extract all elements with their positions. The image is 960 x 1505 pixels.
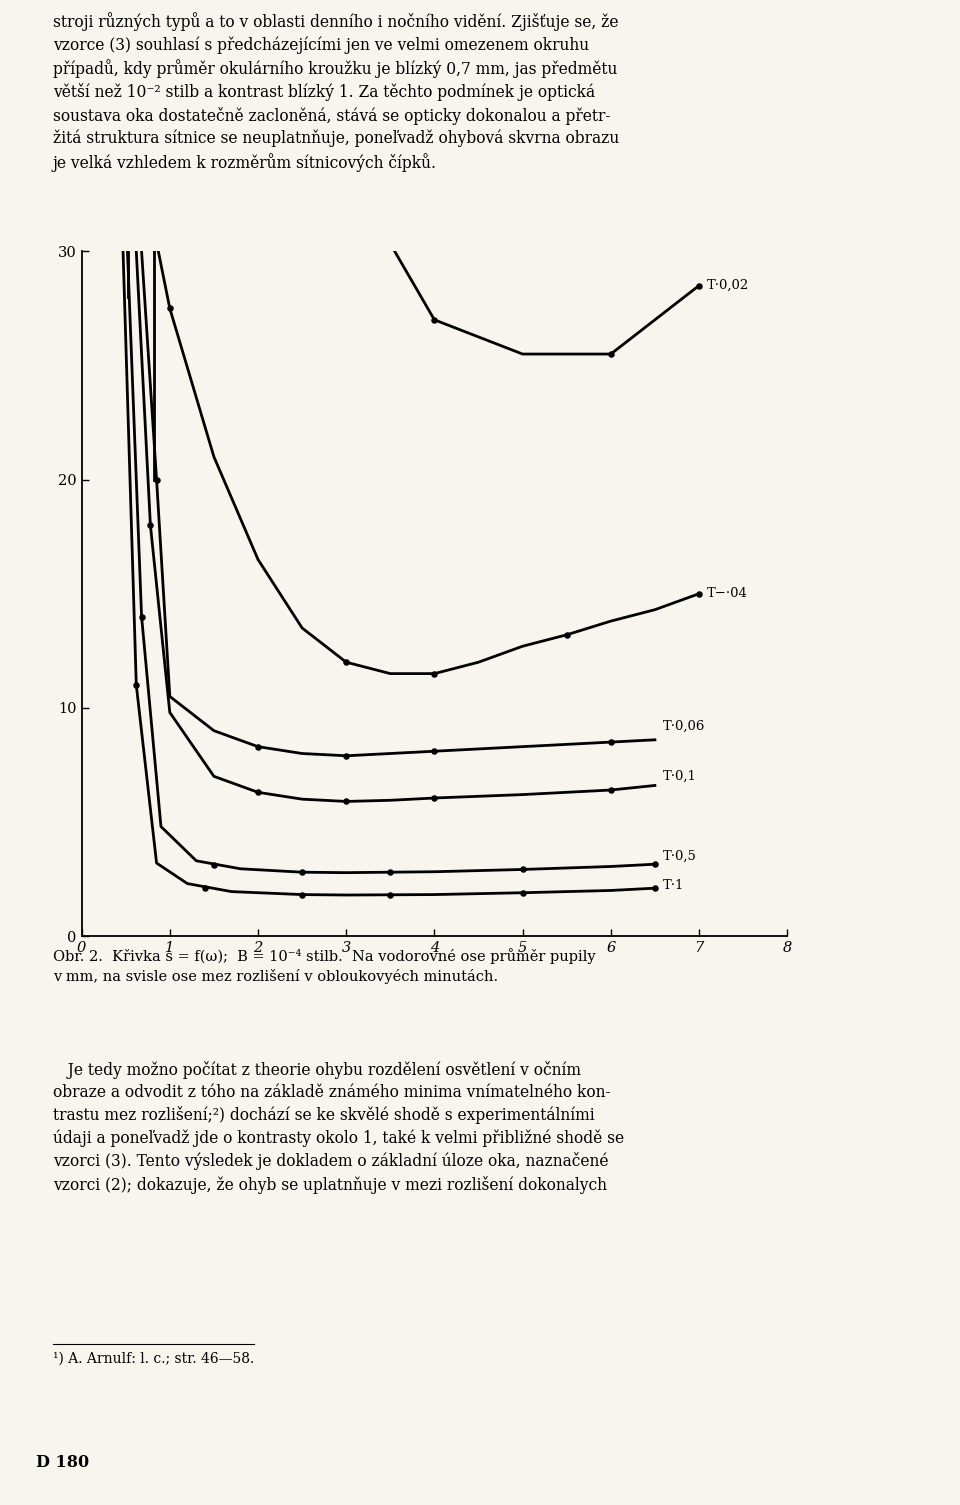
Point (426, 739, 442, 763)
Text: Obr. 2.  Křivka s = f(ω);  B = 10⁻⁴ stilb.  Na vodorovné ose průměr pupily
v mm,: Obr. 2. Křivka s = f(ω); B = 10⁻⁴ stilb.… (53, 948, 595, 984)
Point (383, 883, 398, 908)
Point (339, 743, 354, 768)
Point (295, 861, 310, 885)
Text: D 180: D 180 (36, 1454, 89, 1470)
Point (251, 780, 266, 804)
Text: ¹) A. Arnulf: l. c.; str. 46—58.: ¹) A. Arnulf: l. c.; str. 46—58. (53, 1351, 254, 1365)
Point (198, 876, 213, 900)
Point (647, 876, 662, 900)
Point (143, 513, 158, 537)
Point (603, 730, 618, 754)
Point (251, 734, 266, 759)
Point (603, 342, 618, 366)
Point (691, 274, 707, 298)
Point (515, 858, 530, 882)
Point (426, 786, 442, 810)
Point (295, 882, 310, 906)
Text: T·0,02: T·0,02 (707, 278, 749, 292)
Point (426, 662, 442, 686)
Text: Je tedy možno počítat z theorie ohybu rozdělení osvětlení v očním
obraze a odvod: Je tedy možno počítat z theorie ohybu ro… (53, 1061, 624, 1193)
Text: T·0,5: T·0,5 (662, 850, 697, 862)
Text: T·1: T·1 (662, 879, 684, 892)
Point (559, 623, 574, 647)
Point (162, 296, 178, 321)
Point (339, 790, 354, 814)
Text: T−·04: T−·04 (707, 587, 748, 600)
Text: stroji různých typů a to v oblasti denního i nočního vidění. Zjišťuje se, že
vzo: stroji různých typů a to v oblasti denní… (53, 12, 619, 172)
Point (133, 605, 149, 629)
Point (603, 778, 618, 802)
Text: T·0,06: T·0,06 (662, 719, 706, 733)
Point (129, 673, 144, 697)
Point (426, 307, 442, 331)
Point (647, 852, 662, 876)
Text: T·0,1: T·0,1 (662, 771, 697, 783)
Point (383, 861, 398, 885)
Point (339, 650, 354, 674)
Point (691, 582, 707, 607)
Point (206, 853, 222, 877)
Point (515, 880, 530, 905)
Point (149, 468, 164, 492)
